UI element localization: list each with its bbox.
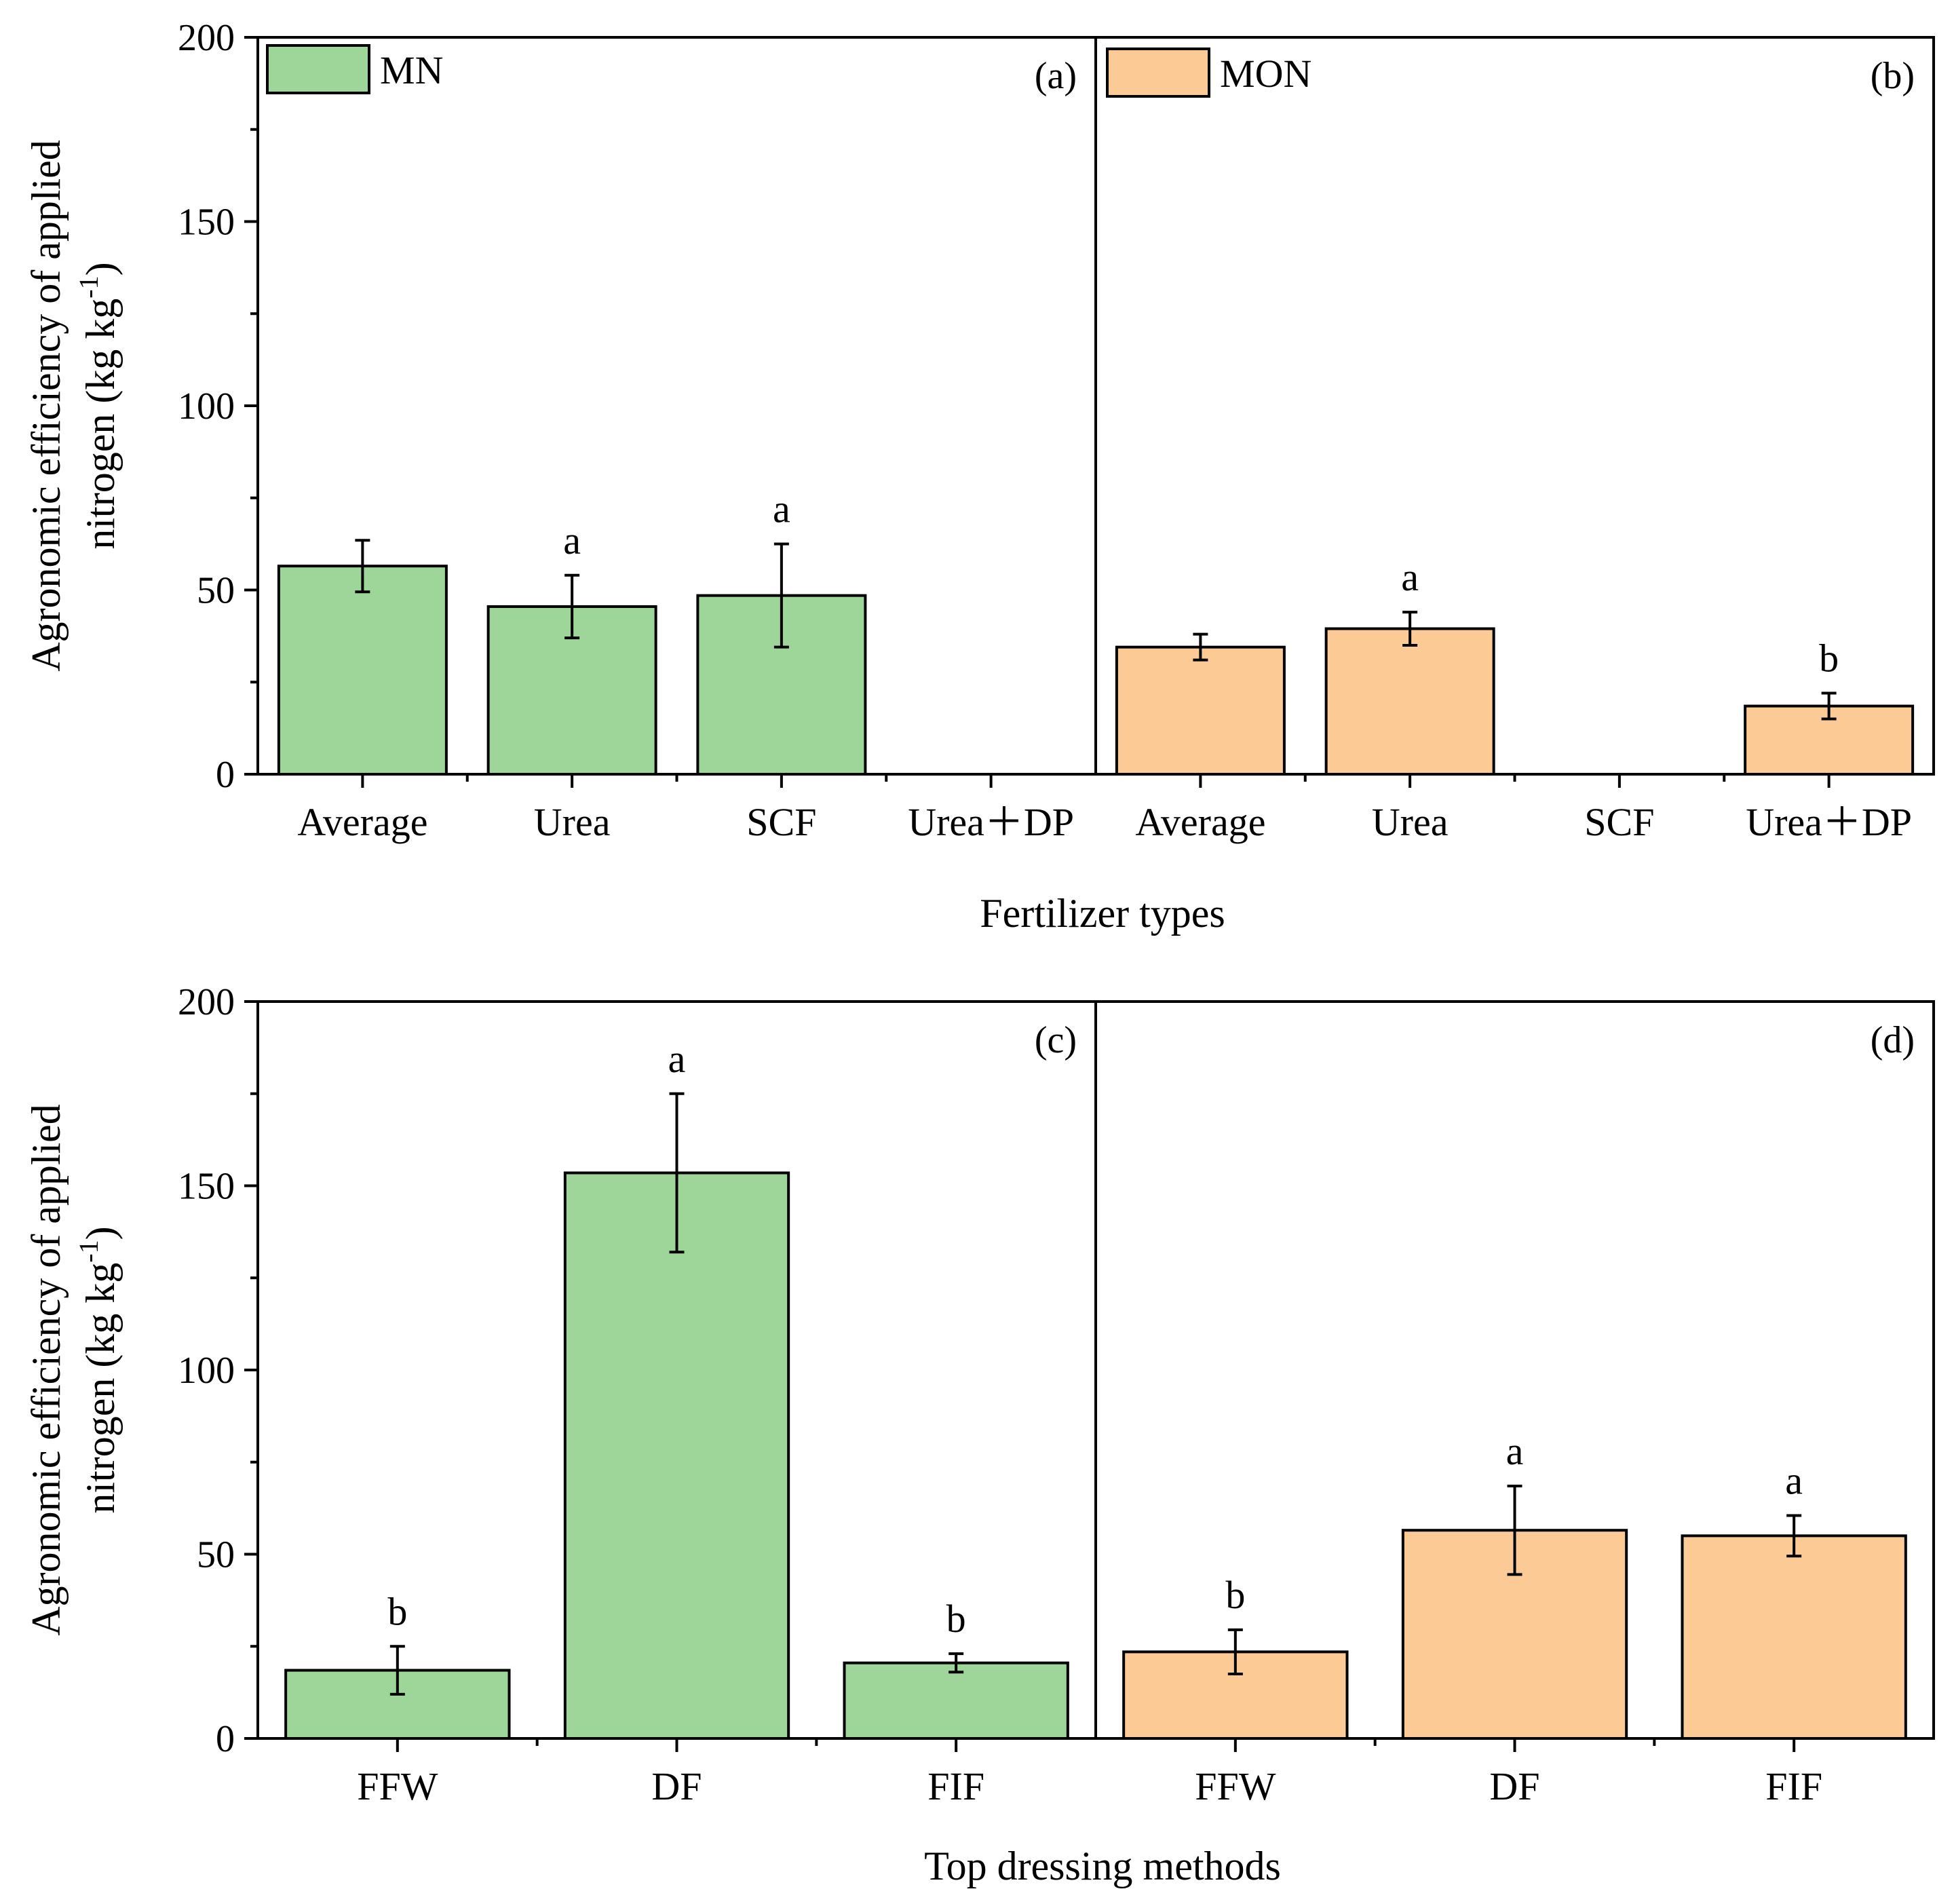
significance-letter: b [1819, 636, 1839, 681]
panel-a: Average Urea a SCF a Urea＋DP (a) MN [266, 44, 1077, 844]
significance-letter: a [773, 487, 790, 531]
chart-row-top: 0 50 100 150 200 Agronomic efficiency of appl… [24, 17, 1935, 936]
y-axis-title-unit: nitrogen (kg kg [78, 299, 123, 550]
panel-c: FFW b DF a FIF b (c) [284, 1019, 1077, 1808]
y-axis-title-close: ) [78, 1226, 123, 1240]
x-category-label: Urea＋DP [1746, 800, 1912, 844]
x-axis-title: Top dressing methods [924, 1844, 1281, 1888]
x-category-label: SCF [746, 800, 816, 844]
x-category-label: SCF [1584, 800, 1654, 844]
panel-b: Average Urea a SCF Urea＋DP b (b) MON [1106, 47, 1915, 844]
x-axis-title: Fertilizer types [980, 891, 1225, 936]
y-axis-title-line1: Agronomic efficiency of applied [24, 140, 69, 672]
y-axis-title-close: ) [78, 262, 123, 275]
y-axis-title-line2: nitrogen (kg kg-1) [73, 1226, 123, 1513]
legend-label-mn: MN [380, 48, 443, 92]
x-category-label: Average [297, 800, 427, 844]
y-tick-label: 0 [216, 754, 235, 796]
significance-letter: a [563, 518, 581, 563]
panel-label: (a) [1035, 55, 1077, 97]
x-category-label: FFW [1195, 1764, 1276, 1808]
y-tick-label: 100 [178, 1350, 235, 1392]
y-axis-title-unit: nitrogen (kg kg [78, 1263, 123, 1514]
significance-letter: a [1401, 555, 1419, 599]
bar-mn-df [563, 1171, 790, 1740]
y-tick-label: 100 [178, 385, 235, 427]
panel-label: (d) [1871, 1019, 1915, 1061]
x-category-label: DF [1489, 1764, 1539, 1808]
legend-swatch-mon [1106, 47, 1210, 98]
bar-mon-fif [1681, 1534, 1907, 1740]
significance-letter: b [946, 1597, 966, 1641]
y-tick-label: 150 [178, 1166, 235, 1208]
y-axis-title-superscript: -1 [73, 1240, 104, 1262]
x-category-label: FIF [927, 1764, 984, 1808]
panel-label: (b) [1871, 55, 1915, 97]
x-category-label: Urea [1372, 800, 1449, 844]
legend-label-mon: MON [1220, 52, 1311, 96]
panel-d: FFW b DF a FIF a (d) [1122, 1019, 1915, 1808]
significance-letter: a [1506, 1429, 1524, 1473]
panel-label: (c) [1035, 1019, 1077, 1061]
y-tick-label: 150 [178, 202, 235, 244]
y-axis-title-superscript: -1 [73, 275, 104, 298]
legend-swatch-mn [266, 44, 370, 94]
y-axis-title-line1: Agronomic efficiency of applied [24, 1104, 69, 1636]
significance-letter: a [668, 1037, 686, 1081]
significance-letter: a [1785, 1458, 1803, 1502]
chart-row-bottom: 0 50 100 150 200 Agronomic efficiency of appl… [24, 981, 1935, 1888]
y-tick-label: 0 [216, 1718, 235, 1760]
bar-mon-ureadp [1744, 704, 1915, 776]
y-tick-label: 200 [178, 981, 235, 1023]
x-category-label: DF [651, 1764, 702, 1808]
bar-mn-average [277, 565, 448, 776]
significance-letter: b [1225, 1573, 1245, 1617]
x-category-label: FIF [1765, 1764, 1822, 1808]
significance-letter: b [387, 1589, 407, 1633]
bar-mn-fif [843, 1661, 1069, 1740]
bar-mon-average [1115, 645, 1286, 776]
x-category-label: Urea＋DP [908, 800, 1074, 844]
y-tick-label: 200 [178, 17, 235, 59]
x-category-label: Urea [534, 800, 611, 844]
y-tick-label: 50 [197, 1534, 235, 1576]
bar-mn-urea [486, 605, 657, 776]
y-axis-title-line2: nitrogen (kg kg-1) [73, 262, 123, 549]
bar-mon-urea [1324, 627, 1495, 776]
x-category-label: FFW [357, 1764, 438, 1808]
x-category-label: Average [1135, 800, 1265, 844]
y-tick-label: 50 [197, 570, 235, 612]
